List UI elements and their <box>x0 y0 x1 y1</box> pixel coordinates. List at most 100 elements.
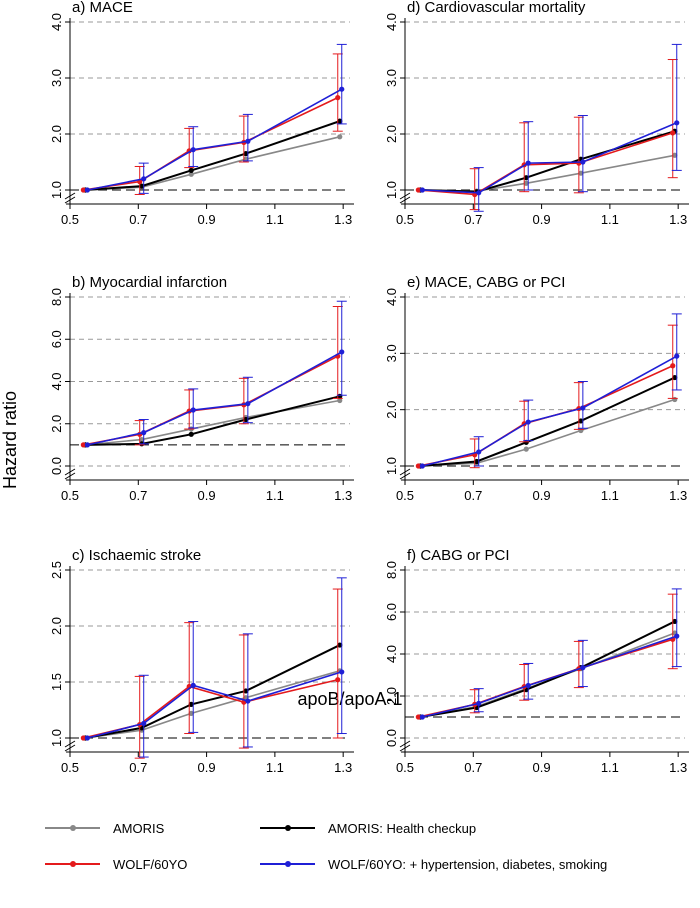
series-line <box>87 351 343 446</box>
axis-break-mark <box>64 192 76 200</box>
y-tick-label: 2.0 <box>49 617 64 635</box>
x-tick-label: 0.7 <box>129 212 147 227</box>
x-tick-label: 0.5 <box>396 488 414 503</box>
data-point <box>141 720 147 727</box>
data-point <box>476 449 482 455</box>
data-point <box>243 416 249 423</box>
data-point <box>243 688 249 694</box>
x-tick-label: 0.9 <box>198 212 216 227</box>
panel-b-myocardial-infarction: b) Myocardial infarction 0.0 2.0 4.0 6.0 8.0 0… <box>49 274 354 503</box>
data-point <box>523 180 529 186</box>
data-point <box>580 405 586 411</box>
data-point <box>339 669 345 675</box>
data-point <box>476 190 482 196</box>
y-tick-label: 8.0 <box>49 288 64 306</box>
data-point <box>674 353 680 359</box>
data-point <box>190 407 196 413</box>
legend-item-wolf-60yo: WOLF/60YO <box>45 857 187 872</box>
y-tick-label: 1.0 <box>49 729 64 747</box>
x-tick-label: 0.7 <box>464 488 482 503</box>
data-point <box>243 151 249 157</box>
y-tick-label: 1.5 <box>49 673 64 691</box>
series-line <box>420 376 676 467</box>
panel-title: c) Ischaemic stroke <box>72 547 201 564</box>
data-point <box>476 700 482 706</box>
y-tick-label: 8.0 <box>384 561 399 579</box>
y-tick-label: 2.0 <box>384 687 399 705</box>
data-point <box>245 138 251 144</box>
data-point <box>419 187 425 193</box>
x-tick-label: 0.9 <box>198 760 216 775</box>
legend-item-amoris: AMORIS <box>45 821 165 836</box>
data-point <box>525 682 531 689</box>
series-wolf-60yo <box>80 306 343 448</box>
y-tick-label: 0.0 <box>49 457 64 475</box>
panel-c-ischaemic-stroke: c) Ischaemic stroke 1.0 1.5 2.0 2.5 0.5 0.7 0.9… <box>49 547 354 775</box>
series-line <box>83 96 339 191</box>
data-point <box>580 665 586 671</box>
series-amoris <box>417 152 678 194</box>
data-point <box>674 633 680 639</box>
series-line <box>420 398 676 467</box>
series-line <box>87 88 343 191</box>
series-wolf-60yo-hypertension-diabetes-smoking <box>419 43 682 212</box>
data-point <box>474 458 480 465</box>
data-point <box>335 95 341 101</box>
x-tick-label: 0.9 <box>533 760 551 775</box>
y-tick-label: 6.0 <box>49 330 64 348</box>
legend-swatch-point <box>285 861 291 867</box>
panel-title: f) CABG or PCI <box>407 547 510 564</box>
data-point <box>419 714 425 720</box>
axis-break-mark <box>399 196 411 204</box>
data-point <box>139 183 145 189</box>
y-tick-label: 1.0 <box>49 181 64 199</box>
x-axis-label: apoB/apoA-1 <box>297 689 402 709</box>
x-tick-label: 0.5 <box>396 760 414 775</box>
x-tick-label: 1.1 <box>601 212 619 227</box>
legend: AMORIS AMORIS: Health checkup WOLF/60YO WOL… <box>45 821 607 872</box>
panel-title: a) MACE <box>72 0 133 16</box>
data-point <box>245 401 251 407</box>
data-point <box>188 701 194 708</box>
series-wolf-60yo-hypertension-diabetes-smoking <box>84 300 347 448</box>
legend-label: AMORIS <box>113 821 165 836</box>
data-point <box>188 710 194 716</box>
data-point <box>141 176 147 182</box>
data-point <box>337 118 343 124</box>
data-point <box>525 419 531 425</box>
series-wolf-60yo <box>415 324 678 469</box>
series-line <box>85 120 341 191</box>
y-tick-label: 4.0 <box>384 13 399 31</box>
x-tick-label: 1.1 <box>266 760 284 775</box>
y-tick-label: 2.0 <box>384 125 399 143</box>
data-point <box>419 463 425 469</box>
y-tick-label: 3.0 <box>49 69 64 87</box>
legend-swatch-point <box>70 861 76 867</box>
data-point <box>139 436 145 443</box>
data-point <box>525 160 531 166</box>
x-tick-label: 1.1 <box>601 488 619 503</box>
data-point <box>245 698 251 704</box>
data-point <box>415 187 421 193</box>
series-line <box>420 154 675 192</box>
y-tick-label: 0.0 <box>384 729 399 747</box>
data-point <box>578 170 584 176</box>
legend-label: WOLF/60YO: + hypertension, diabetes, smo… <box>328 857 607 872</box>
series-amoris-health-checkup <box>82 393 343 448</box>
legend-item-wolf-60yo-hypertension-diabetes-smoking: WOLF/60YO: + hypertension, diabetes, smo… <box>260 857 607 872</box>
data-point <box>84 442 90 448</box>
data-point <box>670 130 676 136</box>
data-point <box>188 431 194 437</box>
legend-label: WOLF/60YO <box>113 857 187 872</box>
data-point <box>84 735 90 741</box>
data-point <box>80 735 86 741</box>
data-point <box>670 363 676 369</box>
y-tick-label: 1.0 <box>384 457 399 475</box>
axis-break-mark <box>399 472 411 480</box>
x-tick-label: 0.7 <box>129 760 147 775</box>
y-tick-label: 3.0 <box>384 344 399 362</box>
data-point <box>523 175 529 181</box>
axis-break-mark <box>64 196 76 204</box>
